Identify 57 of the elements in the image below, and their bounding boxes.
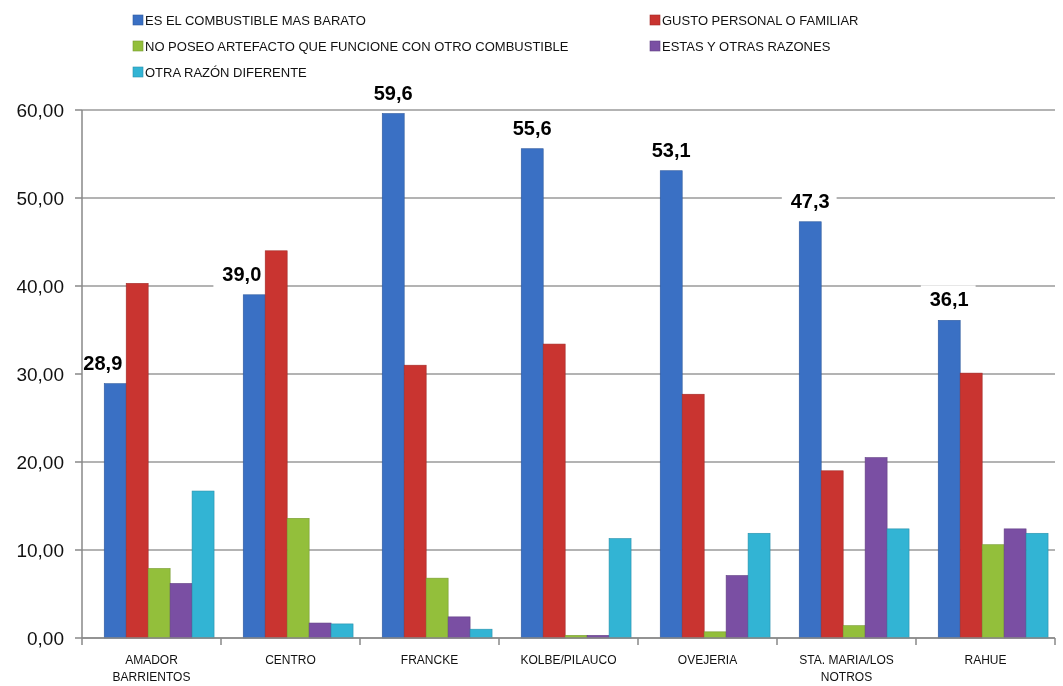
bar [286,518,310,639]
legend-label: GUSTO PERSONAL O FAMILIAR [662,12,859,28]
data-label: 53,1 [651,138,691,161]
bar [937,320,961,639]
bar [681,393,705,639]
data-label: 55,6 [512,116,552,139]
y-tick-label: 0,00 [27,627,64,649]
bar [147,568,171,639]
bar [308,622,332,639]
bar [820,470,844,639]
data-label: 47,3 [790,189,830,212]
data-label: 36,1 [929,288,969,311]
bar [403,364,427,639]
bar [330,623,354,639]
bar [103,383,127,639]
bar [425,577,449,639]
bar [191,490,215,639]
x-tick-label: STA. MARIA/LOS NOTROS [799,653,894,684]
y-tick-label: 10,00 [16,539,64,561]
bar [520,148,544,639]
legend-label: ES EL COMBUSTIBLE MAS BARATO [145,12,366,28]
bar [447,616,471,639]
bar [886,528,910,639]
bar [608,538,632,639]
bar [169,583,193,639]
bar [125,283,149,639]
y-tick-label: 50,00 [16,187,64,209]
bar [1003,528,1027,639]
x-tick-label: AMADOR BARRIENTOS [112,653,191,684]
y-tick-label: 40,00 [16,275,64,297]
y-tick-label: 30,00 [16,363,64,385]
bar [798,221,822,639]
x-tick-label: OVEJERIA [677,653,738,667]
bar [659,170,683,639]
x-tick-label: CENTRO [265,653,316,667]
bar [959,372,983,639]
bar [542,343,566,639]
bar [747,532,771,639]
x-tick-label: RAHUE [964,653,1007,667]
bar [242,294,266,639]
bar [1025,532,1049,639]
data-label: 39,0 [222,262,262,285]
bar [864,457,888,639]
y-tick-label: 20,00 [16,451,64,473]
legend-label: OTRA RAZÓN DIFERENTE [145,64,308,80]
bar [725,575,749,639]
bar [381,113,405,639]
data-label: 59,6 [373,81,413,104]
legend-label: NO POSEO ARTEFACTO QUE FUNCIONE CON OTRO COMBUSTIBLE [145,38,569,54]
y-tick-label: 60,00 [16,99,64,121]
bar [981,544,1005,639]
bar [469,628,493,639]
bar [264,250,288,639]
x-tick-label: FRANCKE [400,653,459,667]
x-tick-label: KOLBE/PILAUCO [520,653,617,667]
data-label: 28,9 [83,351,123,374]
legend-label: ESTAS Y OTRAS RAZONES [662,38,831,54]
